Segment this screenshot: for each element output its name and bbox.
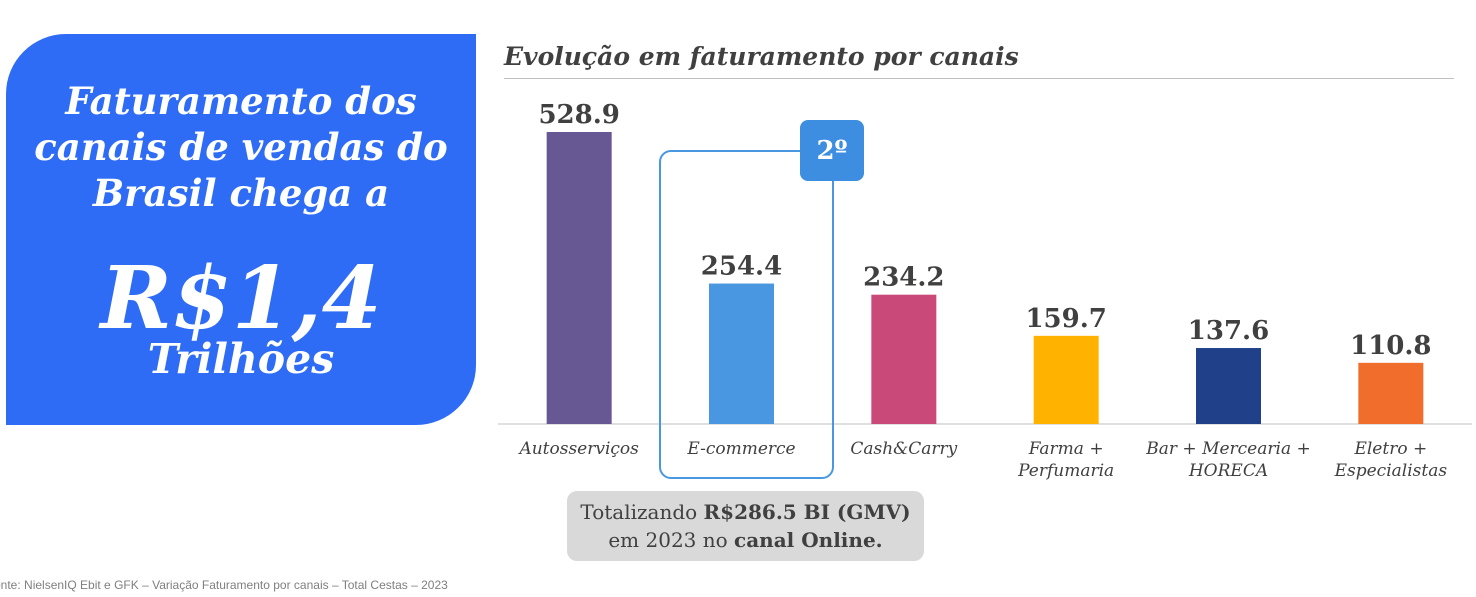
category-label-4-0: Bar + Mercearia + (1145, 439, 1310, 459)
data-label-0: 528.9 (538, 100, 619, 130)
callout-gmv-value: R$286.5 BI (GMV) (703, 500, 911, 524)
source-note: onte: NielsenIQ Ebit e GFK – Variação Fa… (0, 578, 448, 592)
category-label-2-0: Cash&Carry (850, 439, 957, 459)
bar-1 (709, 283, 774, 424)
bar-5 (1358, 362, 1424, 424)
category-label-3-1: Perfumaria (1017, 461, 1114, 481)
category-label-0-0: Autosserviços (517, 439, 639, 459)
bar-2 (871, 294, 937, 424)
bar-3 (1033, 335, 1099, 424)
total-amount: R$1,4 (100, 248, 382, 349)
total-unit: Trilhões (147, 335, 335, 383)
bar-4 (1196, 348, 1261, 424)
callout-channel: canal Online. (734, 528, 883, 552)
data-label-2: 234.2 (863, 263, 944, 293)
rank-badge: 2º (800, 120, 864, 181)
category-label-1-0: E-commerce (686, 439, 795, 459)
category-label-4-1: HORECA (1188, 461, 1268, 481)
data-label-3: 159.7 (1025, 304, 1106, 334)
category-label-5-1: Especialistas (1334, 461, 1448, 481)
title-divider (504, 78, 1454, 79)
headline-text: Faturamento dos canais de vendas do Bras… (34, 79, 448, 215)
online-total-callout: Totalizando R$286.5 BI (GMV) em 2023 no … (567, 491, 924, 561)
chart-title: Evolução em faturamento por canais (504, 42, 1019, 71)
callout-line-2: em 2023 no canal Online. (608, 528, 883, 552)
headline-panel: Faturamento dos canais de vendas do Bras… (6, 34, 476, 425)
category-label-5-0: Eletro + (1353, 439, 1427, 459)
callout-line-1: Totalizando R$286.5 BI (GMV) (580, 500, 911, 524)
category-label-3-0: Farma + (1028, 439, 1104, 459)
ecommerce-highlight-frame (659, 150, 834, 479)
data-label-4: 137.6 (1188, 316, 1269, 346)
bar-0 (546, 132, 612, 424)
data-label-5: 110.8 (1350, 331, 1431, 361)
data-label-1: 254.4 (701, 252, 782, 282)
